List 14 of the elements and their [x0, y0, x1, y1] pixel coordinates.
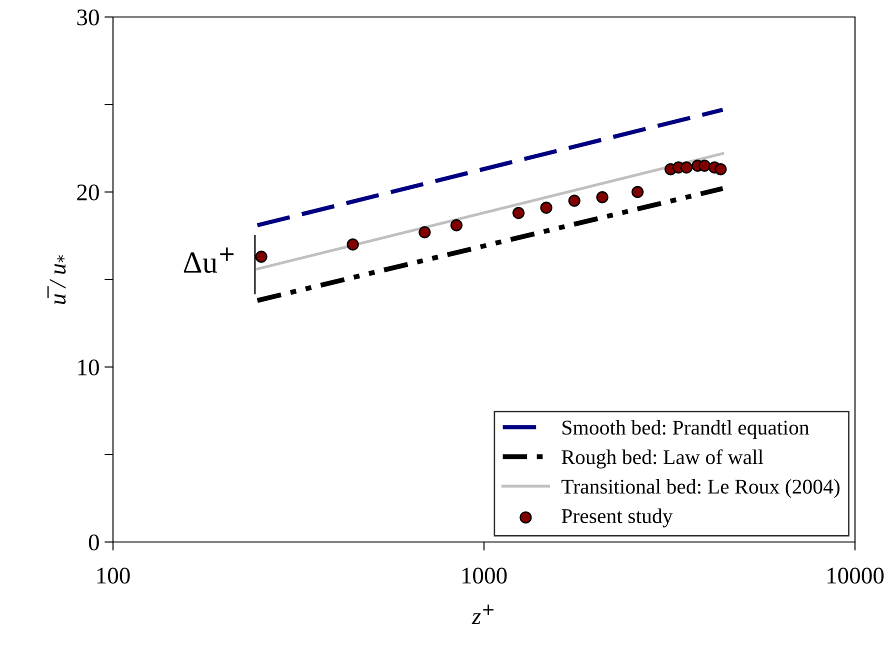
legend-label: Smooth bed: Prandtl equation	[562, 420, 810, 439]
y-axis-title: u̅ / u$_{*}$	[47, 255, 66, 304]
y-tick-label: 0	[88, 534, 99, 550]
legend-label: Rough bed: Law of wall	[562, 449, 764, 468]
y-tick-label: 10	[78, 359, 99, 376]
x-tick-label: 1000	[462, 568, 507, 584]
x-tick-label: 10000	[828, 568, 884, 584]
x-tick-label: 100	[97, 568, 130, 584]
y-tick-label: 30	[77, 9, 99, 26]
y-tick-label: 20	[77, 184, 99, 200]
annotation: Δu$^{+}$	[184, 247, 234, 273]
x-axis-title: z$^{+}$	[472, 604, 494, 624]
legend-label: Present study	[562, 508, 673, 528]
legend-label: Transitional bed: Le Roux (2004)	[561, 479, 840, 498]
